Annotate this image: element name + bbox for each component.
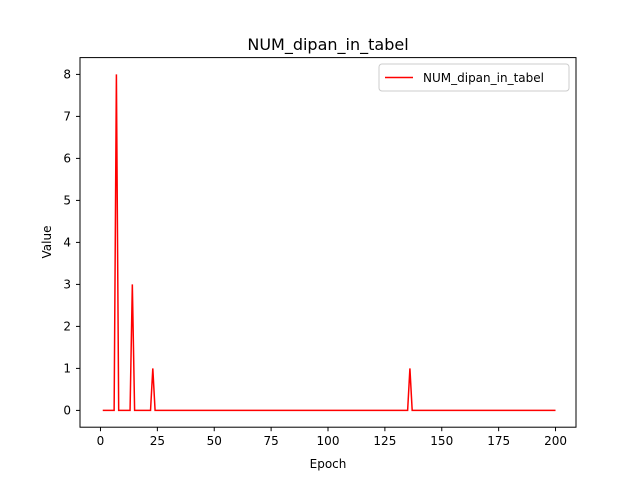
x-tick-label: 100 [317,434,340,448]
chart-title: NUM_dipan_in_tabel [247,35,408,55]
legend-box [378,63,570,92]
x-axis-ticks: 0 25 50 75 100 125 150 175 200 [97,427,567,448]
y-axis-label: Value [40,226,54,259]
y-tick-label: 7 [63,109,71,123]
y-tick-label: 8 [63,67,71,81]
series-layer [102,74,556,412]
x-tick-label: 200 [544,434,567,448]
y-tick-label: 1 [63,361,71,375]
series-line [102,74,556,412]
x-tick-label: 75 [263,434,278,448]
x-tick-label: 125 [373,434,396,448]
y-tick-label: 2 [63,319,71,333]
axes-frame [79,57,577,428]
x-tick-label: 175 [487,434,510,448]
y-tick-label: 0 [63,403,71,417]
legend: NUM_dipan_in_tabel [378,63,570,92]
x-tick-label: 50 [207,434,222,448]
y-axis-ticks: 0 1 2 3 4 5 6 7 8 [63,67,80,417]
x-tick-label: 0 [97,434,105,448]
y-tick-label: 6 [63,151,71,165]
y-tick-label: 5 [63,193,71,207]
x-tick-label: 150 [430,434,453,448]
y-tick-label: 4 [63,235,71,249]
legend-label: NUM_dipan_in_tabel [423,71,544,85]
x-tick-label: 25 [150,434,165,448]
plot-area [80,57,576,428]
x-axis-label: Epoch [310,457,347,471]
y-tick-label: 3 [63,277,71,291]
